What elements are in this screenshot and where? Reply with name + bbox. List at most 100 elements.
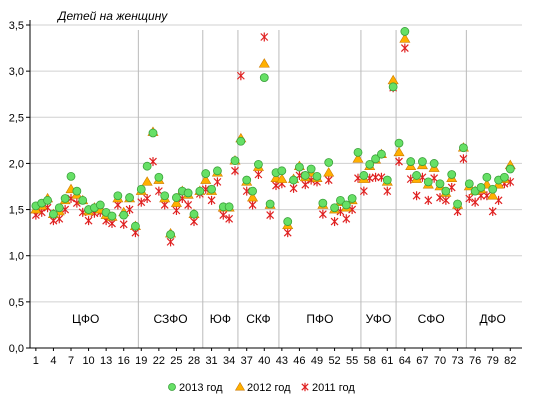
point-2013 <box>224 202 234 212</box>
point-2011 <box>254 170 263 180</box>
point-2013 <box>265 199 275 209</box>
point-2013 <box>300 171 310 180</box>
x-tick-label: 37 <box>241 355 253 367</box>
point-2013 <box>154 172 164 182</box>
point-2011 <box>231 166 239 176</box>
district-label: СФО <box>418 312 445 326</box>
point-2013 <box>160 191 170 201</box>
point-2013 <box>289 175 298 185</box>
point-2011 <box>488 206 497 216</box>
x-tick-label: 40 <box>258 355 270 367</box>
point-2013 <box>136 184 146 194</box>
point-2013 <box>500 172 509 182</box>
point-2013 <box>505 164 515 174</box>
y-tick-label: 3,0 <box>9 66 24 78</box>
point-2013 <box>148 128 158 138</box>
point-2011 <box>283 228 292 238</box>
point-2011 <box>324 175 333 185</box>
point-2011 <box>301 180 310 190</box>
point-2012 <box>487 190 499 200</box>
point-2013 <box>78 195 88 205</box>
point-2013 <box>482 172 492 182</box>
point-2011 <box>172 205 181 215</box>
point-2013 <box>318 198 328 208</box>
point-2011 <box>424 195 433 205</box>
x-tick-label: 79 <box>487 355 499 367</box>
district-label: ПФО <box>306 312 333 326</box>
point-2011 <box>260 32 269 42</box>
point-2013 <box>347 194 357 203</box>
legend: 2013 год 2012 год 2011 год <box>168 381 355 394</box>
point-2013 <box>488 184 498 194</box>
point-2011 <box>289 183 298 193</box>
point-2013 <box>336 195 345 205</box>
point-2011 <box>184 200 193 210</box>
x-tick-label: 76 <box>469 355 481 367</box>
point-2011 <box>272 181 280 191</box>
y-tick-label: 0,5 <box>9 297 24 309</box>
point-2013 <box>248 186 257 196</box>
point-2013 <box>353 147 363 157</box>
point-2013 <box>359 171 369 180</box>
district-label: УФО <box>366 312 392 326</box>
point-2013 <box>412 171 421 180</box>
point-2013 <box>131 221 140 231</box>
point-2013 <box>476 183 486 192</box>
point-2011 <box>266 210 275 220</box>
x-tick-label: 7 <box>68 355 74 367</box>
district-label: ДФО <box>480 312 506 326</box>
x-tick-label: 25 <box>170 355 182 367</box>
point-2011 <box>119 219 128 229</box>
point-2013 <box>441 186 451 196</box>
point-2011 <box>137 197 146 207</box>
x-tick-label: 31 <box>205 355 217 367</box>
y-tick-label: 1,5 <box>9 205 24 217</box>
x-tick-label: 49 <box>311 355 323 367</box>
point-2011 <box>400 43 409 53</box>
legend-label: 2013 год <box>179 382 223 394</box>
point-2011 <box>383 186 392 196</box>
point-2013 <box>377 149 386 159</box>
point-2013 <box>207 184 216 194</box>
point-2013 <box>341 200 351 210</box>
y-tick-label: 2,0 <box>9 158 24 170</box>
point-2013 <box>435 179 445 189</box>
x-tick-label: 16 <box>118 355 130 367</box>
point-2013 <box>371 154 380 164</box>
x-tick-label: 46 <box>293 355 305 367</box>
point-2011 <box>441 195 450 205</box>
point-2012 <box>323 167 335 177</box>
x-tick-label: 55 <box>346 355 358 367</box>
point-2013 <box>423 177 433 187</box>
point-2013 <box>277 166 287 176</box>
point-2013 <box>406 157 416 166</box>
point-2012 <box>393 146 405 157</box>
point-2012 <box>141 176 153 186</box>
point-2013 <box>459 143 468 153</box>
point-2011 <box>143 193 152 203</box>
district-label: ЮФ <box>210 312 231 326</box>
point-2011 <box>207 195 216 205</box>
point-2011 <box>465 193 474 203</box>
point-2013 <box>259 73 269 83</box>
point-2013 <box>213 166 222 176</box>
data-points <box>30 27 516 247</box>
x-tick-label: 67 <box>416 355 428 367</box>
point-2013 <box>453 199 462 209</box>
point-2013 <box>429 159 439 168</box>
point-2013 <box>464 179 474 189</box>
legend-marker-2013 <box>168 383 176 391</box>
point-2013 <box>166 230 175 239</box>
point-2013 <box>324 158 334 167</box>
x-tick-label: 1 <box>33 355 39 367</box>
x-tick-label: 22 <box>153 355 165 367</box>
point-2013 <box>312 171 322 181</box>
point-2013 <box>49 209 58 219</box>
district-label: СКФ <box>246 312 270 326</box>
point-2013 <box>66 171 76 181</box>
legend-label: 2011 год <box>312 382 355 394</box>
point-2013 <box>394 138 404 148</box>
point-2013 <box>388 82 398 92</box>
point-2011 <box>395 157 403 167</box>
